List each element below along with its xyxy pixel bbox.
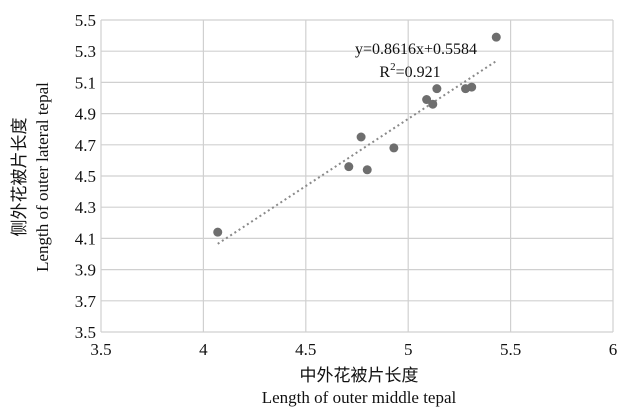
r-squared-label: R2=0.921 bbox=[379, 61, 440, 81]
data-point bbox=[432, 84, 442, 94]
data-point bbox=[362, 165, 372, 175]
y-tick-labels: 3.5 3.7 3.9 4.1 4.3 4.5 4.7 4.9 5.1 5.3 5.5 bbox=[75, 11, 97, 342]
y-tick-label: 5.5 bbox=[75, 11, 96, 30]
data-point bbox=[344, 162, 354, 172]
x-axis-label-cn: 中外花被片长度 bbox=[300, 366, 419, 385]
data-point bbox=[422, 95, 432, 105]
x-tick-label: 3.5 bbox=[90, 340, 111, 359]
data-points bbox=[213, 32, 501, 237]
x-tick-label: 5 bbox=[404, 340, 413, 359]
grid-lines bbox=[100, 19, 614, 333]
y-tick-label: 3.5 bbox=[75, 323, 96, 342]
y-tick-label: 4.1 bbox=[75, 229, 96, 248]
y-tick-label: 5.1 bbox=[75, 73, 96, 92]
x-tick-labels: 3.5 4 4.5 5 5.5 6 bbox=[90, 340, 617, 359]
data-point bbox=[491, 32, 501, 42]
x-tick-label: 4.5 bbox=[295, 340, 316, 359]
y-axis-label-cn: 侧外花被片长度 bbox=[10, 118, 29, 237]
y-tick-label: 4.3 bbox=[75, 198, 96, 217]
data-point bbox=[213, 227, 223, 237]
r-squared-value: =0.921 bbox=[396, 64, 441, 81]
y-tick-label: 4.5 bbox=[75, 167, 96, 186]
data-point bbox=[356, 132, 366, 142]
r-squared-prefix: R bbox=[379, 64, 390, 81]
trend-equation: y=0.8616x+0.5584 bbox=[355, 41, 477, 58]
y-axis-label-en: Length of outer lateral tepal bbox=[33, 82, 52, 272]
data-point bbox=[428, 99, 438, 109]
x-tick-label: 6 bbox=[609, 340, 618, 359]
x-tick-label: 4 bbox=[199, 340, 208, 359]
trendline bbox=[217, 60, 497, 245]
y-tick-label: 4.9 bbox=[75, 105, 96, 124]
data-point bbox=[467, 82, 477, 92]
y-tick-label: 3.7 bbox=[75, 292, 97, 311]
y-tick-label: 3.9 bbox=[75, 261, 96, 280]
x-tick-label: 5.5 bbox=[500, 340, 521, 359]
y-tick-label: 5.3 bbox=[75, 42, 96, 61]
r-squared-superscript: 2 bbox=[390, 61, 396, 73]
x-axis-label-en: Length of outer middle tepal bbox=[262, 388, 457, 407]
data-point bbox=[389, 143, 399, 153]
y-tick-label: 4.7 bbox=[75, 136, 97, 155]
